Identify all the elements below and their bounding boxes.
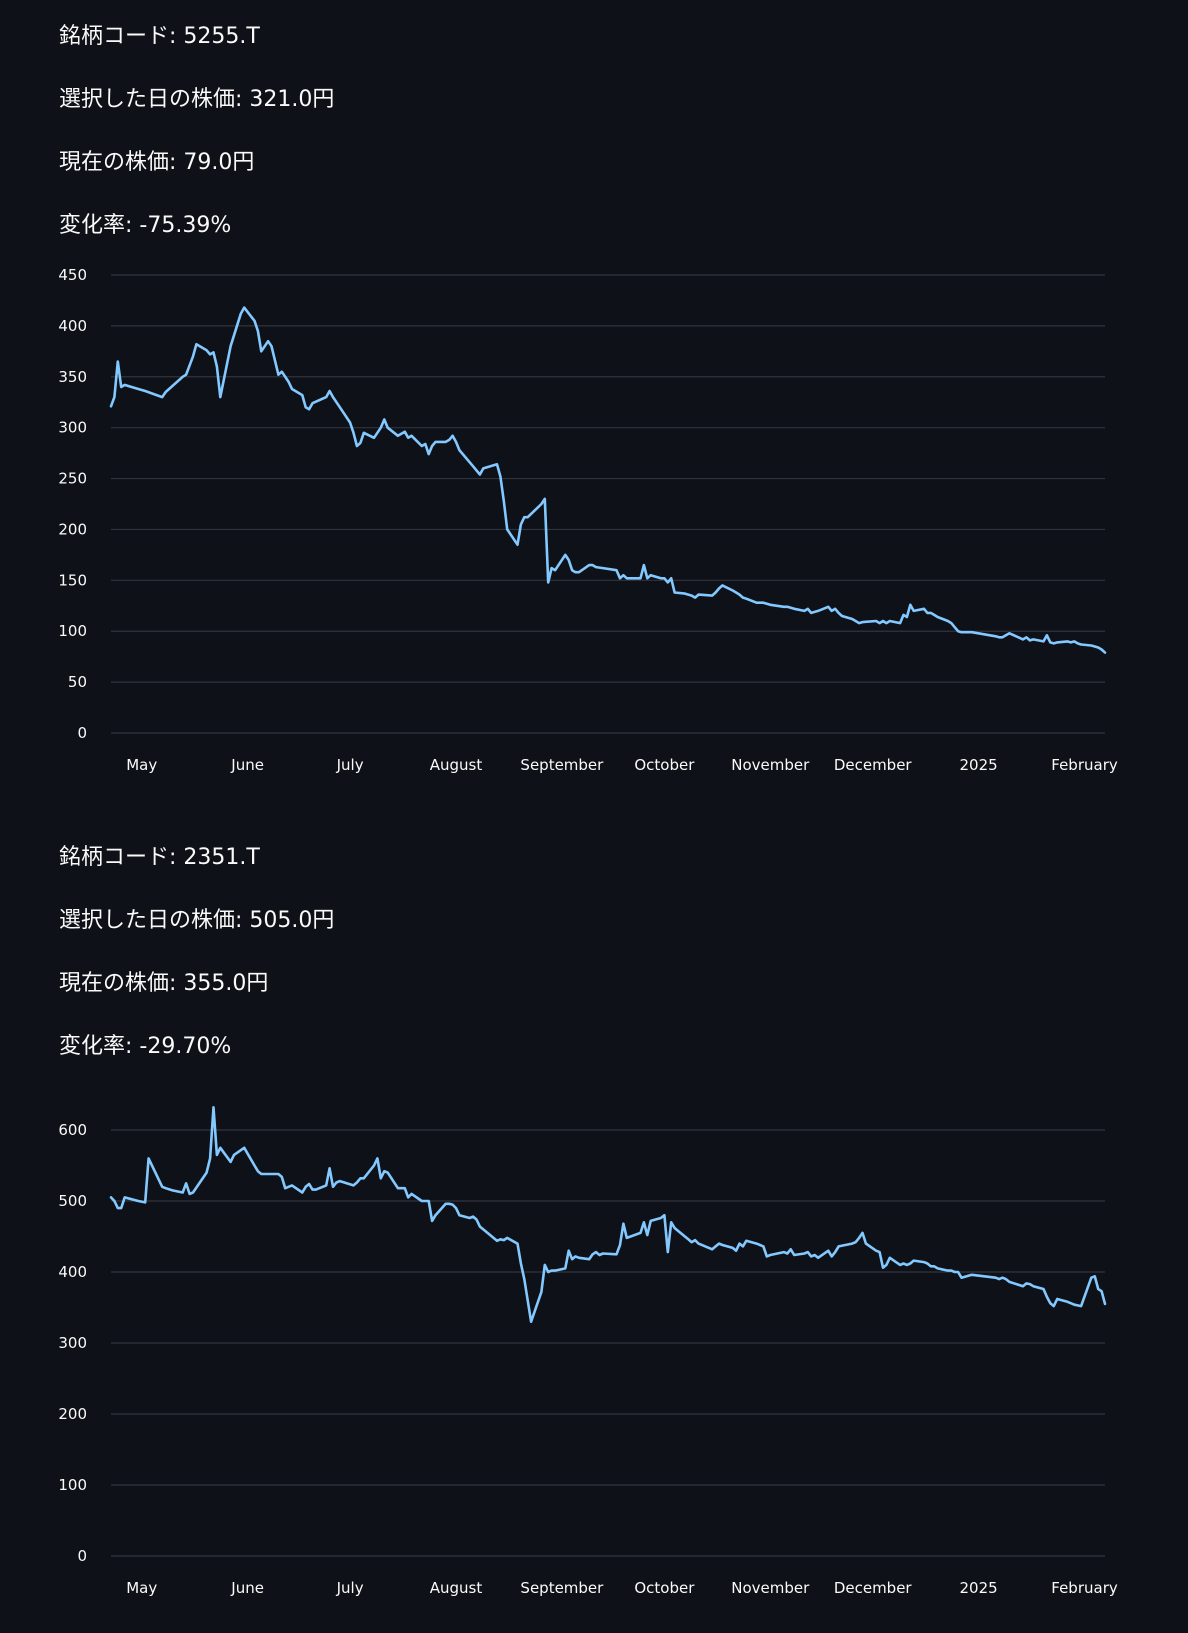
x-tick-label: May — [126, 1579, 157, 1597]
y-tick-label: 100 — [58, 1476, 87, 1494]
x-tick-label: September — [520, 1579, 604, 1597]
x-tick-label: 2025 — [960, 756, 998, 774]
y-tick-label: 0 — [77, 1547, 87, 1565]
y-tick-label: 200 — [58, 1405, 87, 1423]
y-tick-label: 400 — [58, 317, 87, 335]
price-series-line[interactable] — [109, 1105, 1107, 1323]
x-tick-label: June — [230, 1579, 264, 1597]
current-price-label: 現在の株価: 355.0円 — [59, 971, 269, 996]
x-tick-label: July — [336, 1579, 364, 1597]
y-tick-label: 350 — [58, 368, 87, 386]
y-tick-label: 600 — [58, 1121, 87, 1139]
x-tick-label: October — [634, 1579, 695, 1597]
stock-code-label: 銘柄コード: 2351.T — [59, 845, 260, 870]
stock-block-5255: 銘柄コード: 5255.T 選択した日の株価: 321.0円 現在の株価: 79… — [0, 0, 1188, 800]
price-series-line[interactable] — [109, 306, 1107, 654]
y-tick-label: 100 — [58, 622, 87, 640]
x-tick-label: February — [1051, 756, 1118, 774]
y-tick-label: 50 — [68, 673, 87, 691]
x-tick-label: November — [731, 756, 810, 774]
y-tick-label: 450 — [58, 266, 87, 284]
price-chart-5255[interactable]: 0 50 100 150 200 250 300 350 400 450 May June July Au… — [0, 262, 1188, 782]
price-chart-2351[interactable]: 0 100 200 300 400 500 600 May June July August Sept… — [0, 1070, 1188, 1630]
stock-code-label: 銘柄コード: 5255.T — [59, 24, 260, 49]
x-tick-label: August — [430, 1579, 483, 1597]
y-tick-label: 150 — [58, 571, 87, 589]
x-tick-label: May — [126, 756, 157, 774]
y-tick-label: 400 — [58, 1263, 87, 1281]
x-tick-label: February — [1051, 1579, 1118, 1597]
change-rate-label: 変化率: -29.70% — [59, 1034, 232, 1059]
x-tick-label: November — [731, 1579, 810, 1597]
selected-price-label: 選択した日の株価: 505.0円 — [59, 908, 335, 933]
x-tick-label: August — [430, 756, 483, 774]
x-tick-label: September — [520, 756, 604, 774]
y-tick-label: 500 — [58, 1192, 87, 1210]
y-tick-label: 200 — [58, 520, 87, 538]
selected-price-label: 選択した日の株価: 321.0円 — [59, 87, 335, 112]
x-tick-label: December — [834, 1579, 913, 1597]
y-tick-label: 300 — [58, 1334, 87, 1352]
x-tick-label: December — [834, 756, 913, 774]
y-tick-label: 250 — [58, 470, 87, 488]
y-tick-label: 300 — [58, 419, 87, 437]
change-rate-label: 変化率: -75.39% — [59, 213, 232, 238]
x-tick-label: 2025 — [960, 1579, 998, 1597]
x-tick-label: July — [336, 756, 364, 774]
y-tick-label: 0 — [77, 724, 87, 742]
x-tick-label: October — [634, 756, 695, 774]
x-tick-label: June — [230, 756, 264, 774]
current-price-label: 現在の株価: 79.0円 — [59, 150, 255, 175]
